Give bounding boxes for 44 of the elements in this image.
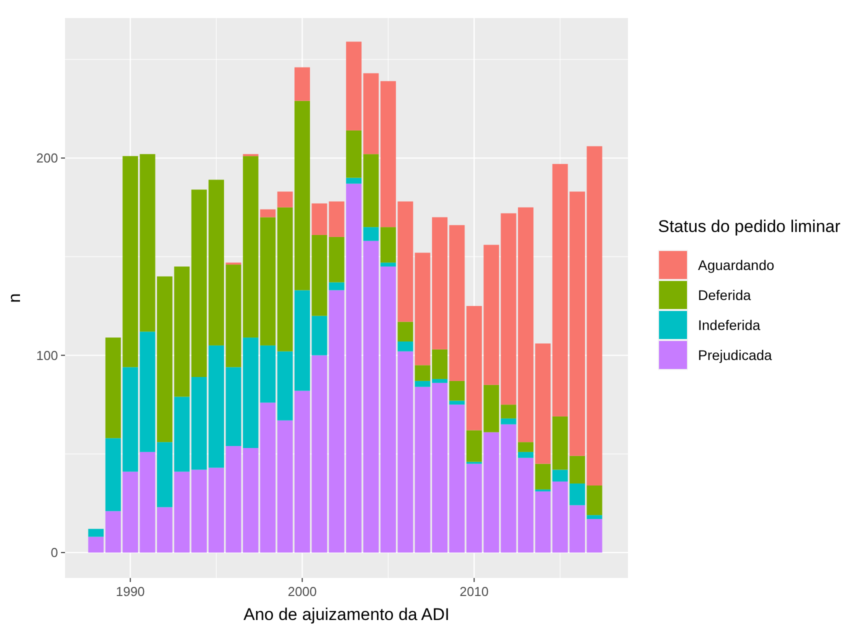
legend-title: Status do pedido liminar: [658, 217, 841, 236]
bar: [500, 404, 516, 418]
legend-label: Prejudicada: [698, 346, 772, 363]
bar: [328, 236, 344, 282]
bar: [586, 515, 602, 520]
bar: [398, 341, 414, 352]
bar: [328, 282, 344, 290]
x-tick-label: 1990: [116, 584, 145, 599]
bar: [380, 227, 396, 263]
x-tick-label: 2000: [288, 584, 317, 599]
y-tick-label: 200: [36, 150, 58, 166]
bar: [346, 178, 362, 184]
bar: [570, 484, 586, 506]
y-tick-label: 0: [50, 545, 58, 560]
bar: [277, 192, 293, 208]
bar: [328, 201, 344, 237]
bar: [363, 154, 379, 228]
bar: [449, 380, 465, 401]
bar: [294, 67, 310, 101]
bar: [88, 536, 104, 553]
legend-label: Indeferida: [698, 316, 760, 333]
x-tick-label: 2010: [460, 584, 489, 599]
legend-label: Aguardando: [698, 256, 775, 273]
legend-label: Deferida: [698, 286, 752, 303]
bar: [380, 262, 396, 267]
bar: [88, 528, 104, 537]
bar: [518, 442, 534, 452]
bar: [363, 73, 379, 154]
bar: [363, 240, 379, 553]
bar: [552, 470, 568, 482]
y-tick-label: 100: [36, 348, 58, 363]
bar: [346, 42, 362, 130]
bar: [500, 418, 516, 424]
x-axis-title: Ano de ajuizamento da ADI: [243, 605, 450, 624]
bar: [586, 485, 602, 516]
bar: [312, 203, 328, 235]
bar: [535, 464, 551, 490]
bar: [449, 400, 465, 405]
bar: [346, 130, 362, 178]
bar: [398, 322, 414, 342]
bar: [260, 209, 276, 218]
bar: [518, 452, 534, 458]
y-axis-title: n: [5, 293, 24, 303]
bar: [363, 227, 379, 241]
